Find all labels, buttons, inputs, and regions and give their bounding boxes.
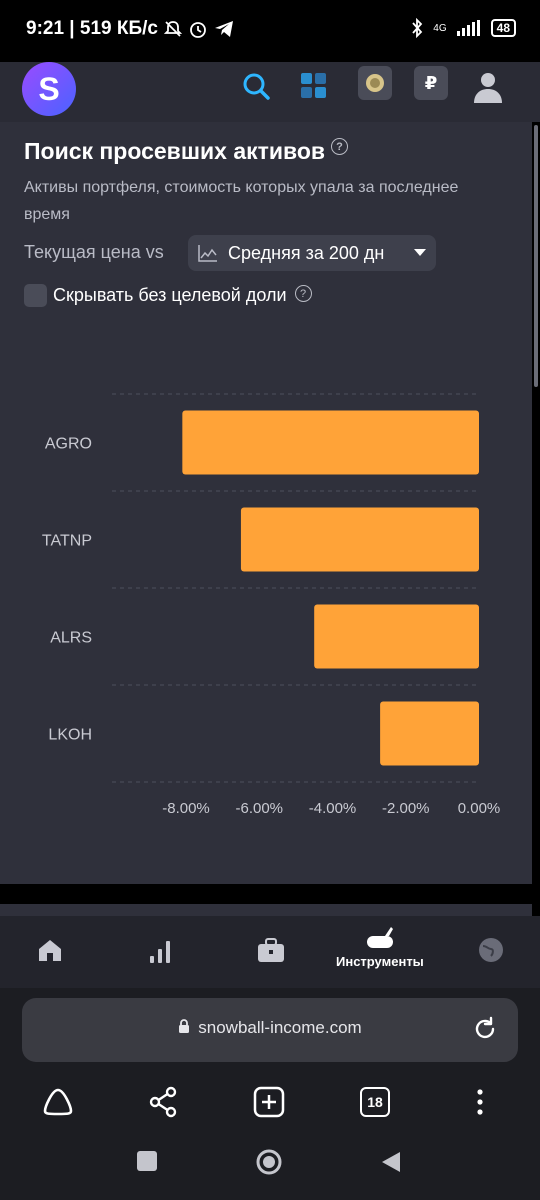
average-period-select[interactable]: Средняя за 200 дн <box>188 235 436 271</box>
ruble-icon[interactable]: ₽ <box>414 66 448 100</box>
signal-icon <box>456 20 480 36</box>
help-icon[interactable]: ? <box>331 138 349 155</box>
new-tab-button[interactable] <box>249 1082 289 1122</box>
help-icon[interactable]: ? <box>294 285 312 302</box>
profile-icon[interactable] <box>470 68 506 104</box>
recents-button[interactable] <box>136 1150 158 1177</box>
nav-tools[interactable]: Инструменты <box>336 926 424 969</box>
tools-icon <box>366 927 393 948</box>
system-navigation <box>0 1128 540 1200</box>
nav-analytics[interactable] <box>148 936 174 964</box>
reload-button[interactable] <box>472 1016 498 1047</box>
emblem-icon[interactable] <box>358 66 392 100</box>
next-card-edge <box>0 904 532 916</box>
browser-bar: snowball-income.com 18 <box>0 988 540 1128</box>
network-type: 4G <box>433 22 447 34</box>
x-tick-label: 0.00% <box>458 800 501 817</box>
nav-home[interactable] <box>36 936 64 964</box>
ruble-symbol: ₽ <box>424 72 438 93</box>
tabs-button[interactable]: 18 <box>355 1082 395 1122</box>
bar-tatnp <box>240 507 479 572</box>
scrollbar[interactable] <box>534 125 538 387</box>
bluetooth-icon <box>412 18 423 38</box>
more-vertical-icon <box>477 1089 483 1115</box>
muted-bell-icon <box>163 21 182 37</box>
category-label: TATNP <box>42 533 92 550</box>
bar-lkoh <box>380 701 479 766</box>
share-icon <box>149 1086 177 1118</box>
category-label: ALRS <box>50 630 92 647</box>
alice-icon <box>43 1088 73 1116</box>
tab-count: 18 <box>360 1087 390 1117</box>
select-value: Средняя за 200 дн <box>228 242 385 263</box>
nav-portfolio[interactable] <box>256 936 286 964</box>
weakened-assets-card: Поиск просевших активов? Активы портфеля… <box>0 122 532 884</box>
bottom-navigation: Инструменты <box>0 916 540 988</box>
reload-icon <box>475 1016 495 1039</box>
compare-label: Текущая цена vs <box>24 242 164 262</box>
menu-button[interactable] <box>460 1082 500 1122</box>
x-tick-label: -6.00% <box>235 800 283 817</box>
alarm-icon <box>190 22 206 38</box>
share-button[interactable] <box>143 1082 183 1122</box>
page-subtitle: Активы портфеля, стоимость которых упала… <box>24 179 459 223</box>
app-header: S ₽ <box>0 62 540 122</box>
nav-community[interactable] <box>477 936 505 964</box>
plus-icon <box>253 1086 285 1118</box>
category-label: LKOH <box>48 727 92 744</box>
x-tick-label: -4.00% <box>309 800 357 817</box>
home-icon <box>39 940 61 961</box>
status-indicators: 4G 48 <box>411 18 516 38</box>
home-button[interactable] <box>255 1148 283 1181</box>
status-time: 9:21 | 519 КБ/с <box>26 18 234 40</box>
status-time-speed: 9:21 | 519 КБ/с <box>26 18 158 39</box>
hide-without-target-row: Скрывать без целевой доли ? <box>24 284 312 307</box>
checkbox-label: Скрывать без целевой доли <box>53 285 287 305</box>
app-logo[interactable]: S <box>22 62 76 116</box>
grid-icon[interactable] <box>296 68 332 104</box>
nav-tools-label: Инструменты <box>336 954 424 969</box>
bar-alrs <box>314 604 479 669</box>
back-button[interactable] <box>380 1150 402 1179</box>
status-bar: 9:21 | 519 КБ/с 4G 48 <box>0 0 540 62</box>
url-bar[interactable]: snowball-income.com <box>22 998 518 1062</box>
battery-indicator: 48 <box>490 19 516 37</box>
drawdown-chart: AGRO TATNP ALRS LKOH -8.00% -6.00% -4.00% -2.00… <box>42 393 501 817</box>
bar-chart-icon <box>150 941 170 963</box>
category-label: AGRO <box>45 436 92 453</box>
chevron-down-icon <box>414 249 426 256</box>
lock-icon <box>179 1019 190 1033</box>
back-triangle-icon <box>382 1152 400 1172</box>
bar-agro <box>182 410 479 475</box>
page-title: Поиск просевших активов? <box>24 138 349 165</box>
browser-toolbar: 18 <box>0 1082 540 1126</box>
briefcase-icon <box>258 938 284 962</box>
square-icon <box>137 1151 157 1171</box>
search-icon[interactable] <box>238 68 274 104</box>
hide-without-target-checkbox[interactable] <box>24 284 47 307</box>
x-tick-label: -8.00% <box>162 800 210 817</box>
chart-line-icon <box>198 245 217 262</box>
x-tick-label: -2.00% <box>382 800 430 817</box>
circle-icon <box>256 1149 282 1175</box>
globe-icon <box>479 938 503 962</box>
telegram-icon <box>214 21 233 37</box>
url-text: snowball-income.com <box>22 1018 518 1038</box>
alice-button[interactable] <box>38 1082 78 1122</box>
